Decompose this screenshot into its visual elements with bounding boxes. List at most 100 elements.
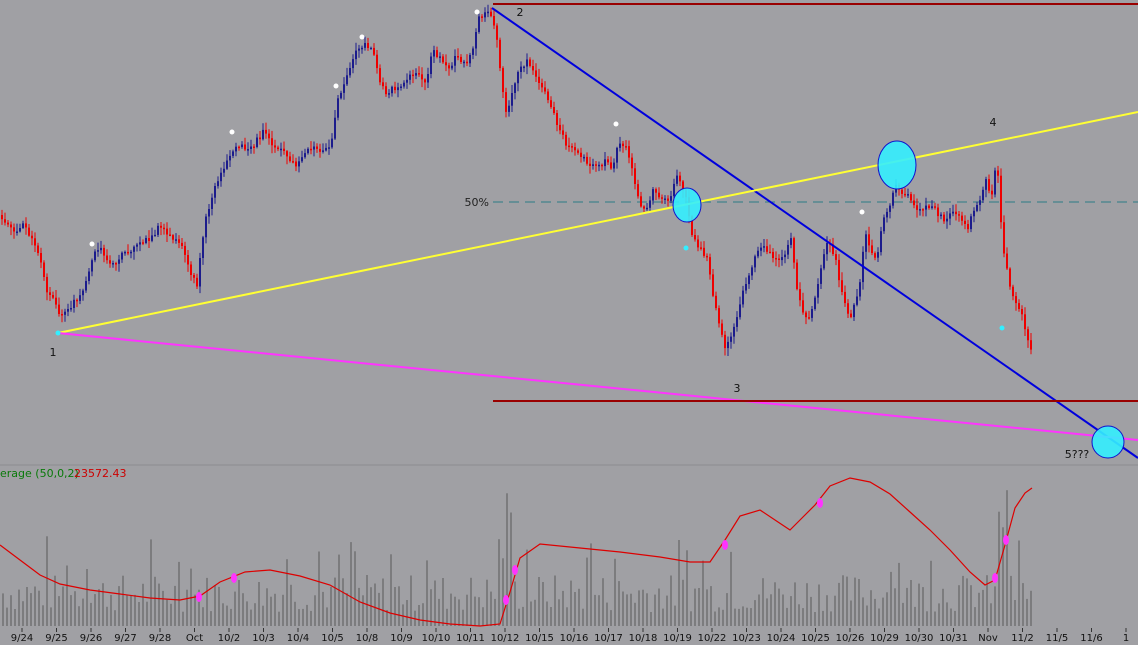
x-tick-label: 10/4 <box>287 633 309 644</box>
volume-bar <box>934 611 936 626</box>
volume-bar <box>398 586 400 626</box>
volume-bar <box>806 583 808 626</box>
volume-bar <box>238 580 240 626</box>
candle-body <box>100 247 102 251</box>
volume-bar <box>174 585 176 626</box>
volume-bar <box>626 594 628 626</box>
volume-bar <box>58 596 60 626</box>
candle-body <box>247 149 249 151</box>
candle-body <box>361 47 363 50</box>
candle-body <box>88 271 90 281</box>
candle-body <box>217 181 219 187</box>
volume-bar <box>646 593 648 626</box>
trendlines <box>57 3 1138 459</box>
volume-bar <box>662 608 664 626</box>
candle-body <box>52 295 54 298</box>
volume-bar <box>942 588 944 626</box>
candle-body <box>46 276 48 293</box>
candle-body <box>511 93 513 106</box>
candle-body <box>187 255 189 265</box>
volume-bar <box>862 597 864 626</box>
candle-body <box>820 268 822 284</box>
candle-body <box>868 234 870 246</box>
volume-bar <box>618 581 620 626</box>
candle-body <box>157 225 159 235</box>
candle-body <box>622 143 624 147</box>
indicator-marker <box>992 573 998 583</box>
volume-bar <box>458 599 460 626</box>
candle-body <box>526 59 528 67</box>
candle-body <box>202 237 204 258</box>
volume-bar <box>594 594 596 626</box>
volume-bar <box>178 561 180 626</box>
volume-bar <box>638 590 640 626</box>
candle-body <box>949 213 951 219</box>
volume-bar <box>954 610 956 626</box>
candle-body <box>994 170 996 195</box>
volume-bar <box>566 607 568 626</box>
volume-bar <box>118 586 120 626</box>
candle-body <box>961 215 963 221</box>
candle-body <box>280 148 282 151</box>
volume-bar <box>894 588 896 626</box>
candle-body <box>595 164 597 166</box>
candle-body <box>769 251 771 254</box>
volume-bar <box>298 609 300 626</box>
volume-bar <box>726 593 728 626</box>
volume-bar <box>878 608 880 626</box>
volume-bar <box>346 593 348 626</box>
indicator-marker <box>231 573 237 583</box>
volume-bar <box>142 583 144 626</box>
x-tick-label: 10/30 <box>905 633 934 644</box>
candle-body <box>34 238 36 246</box>
white-marker <box>229 129 235 135</box>
candle-body <box>940 214 942 217</box>
volume-bar <box>958 585 960 626</box>
volume-bar <box>690 611 692 626</box>
volume-bar <box>518 608 520 626</box>
volume-bar <box>742 606 744 626</box>
volume-bar <box>386 610 388 626</box>
candle-body <box>4 219 6 223</box>
indicator-value: 23572.43 <box>74 467 127 480</box>
candle-body <box>406 79 408 83</box>
candle-body <box>475 32 477 49</box>
volume-bar <box>318 551 320 626</box>
volume-bar <box>154 576 156 626</box>
volume-bar <box>534 599 536 626</box>
candle-body <box>745 284 747 291</box>
candle-body <box>136 244 138 247</box>
candle-body <box>979 200 981 205</box>
candle-body <box>970 216 972 230</box>
volume-bar <box>1018 540 1020 626</box>
x-tick-label: 10/9 <box>390 633 412 644</box>
candle-body <box>436 50 438 57</box>
candle-body <box>910 194 912 201</box>
candle-body <box>496 25 498 40</box>
candle-body <box>1015 296 1017 304</box>
candle-body <box>880 231 882 253</box>
candle-body <box>1003 222 1005 254</box>
candle-body <box>919 209 921 211</box>
volume-bar <box>270 596 272 626</box>
candle-body <box>856 296 858 305</box>
volume-bar <box>362 595 364 626</box>
candle-body <box>481 16 483 18</box>
candle-body <box>793 238 795 263</box>
candle-body <box>529 59 531 66</box>
candle-body <box>112 263 114 265</box>
volume-bar <box>998 511 1000 626</box>
candle-body <box>184 245 186 255</box>
volume-bar <box>658 588 660 626</box>
volume-bar <box>902 602 904 626</box>
candle-body <box>838 259 840 281</box>
highlight-circle <box>877 140 917 190</box>
candle-body <box>541 82 543 88</box>
candle-body <box>973 210 975 217</box>
volume-bar <box>782 594 784 626</box>
volume-bar <box>622 591 624 626</box>
candle-body <box>718 308 720 324</box>
candle-body <box>22 223 24 228</box>
candle-body <box>82 290 84 296</box>
candle-body <box>235 146 237 152</box>
